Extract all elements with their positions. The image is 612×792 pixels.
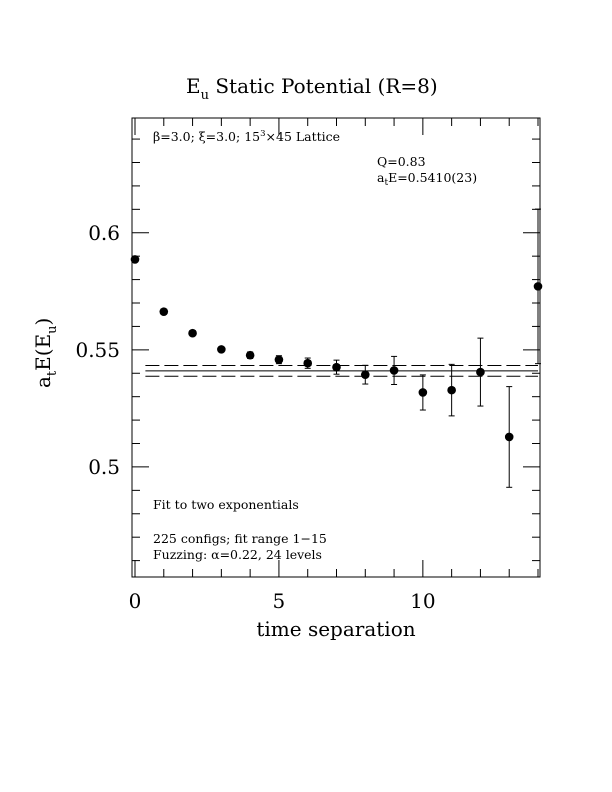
data-point — [274, 355, 284, 364]
data-point — [303, 358, 313, 368]
data-point — [389, 366, 399, 375]
data-point — [245, 350, 255, 360]
axis-tick-labels: 0 5 10 0.5 0.55 0.6 — [75, 221, 435, 613]
data-point — [188, 328, 197, 338]
data-point — [533, 282, 543, 291]
data-point — [332, 362, 341, 372]
y-tick-label: 0.6 — [88, 221, 120, 245]
x-tick-label: 10 — [410, 589, 435, 613]
q-label: Q=0.83 — [377, 154, 426, 169]
x-axis-label: time separation — [256, 617, 415, 641]
x-tick-label: 5 — [273, 589, 286, 613]
y-tick-label: 0.5 — [88, 455, 120, 479]
fuzzing-label: Fuzzing: α=0.22, 24 levels — [153, 547, 322, 562]
fit-method-label: Fit to two exponentials — [153, 497, 299, 512]
chart-title: Eu Static Potential (R=8) — [186, 74, 438, 103]
lattice-label: β=3.0; ξ=3.0; 153×45 Lattice — [153, 129, 340, 144]
y-tick-label: 0.55 — [75, 338, 120, 362]
data-point — [130, 255, 140, 264]
data-points — [130, 208, 543, 488]
data-point — [447, 385, 456, 395]
axis-ticks — [132, 118, 540, 577]
data-point — [418, 388, 428, 397]
data-point — [360, 370, 370, 379]
data-point — [217, 345, 226, 354]
fit-band — [145, 365, 538, 377]
data-point — [159, 307, 169, 316]
x-tick-label: 0 — [129, 589, 142, 613]
data-point — [504, 432, 514, 442]
fit-configs-label: 225 configs; fit range 1−15 — [153, 531, 327, 546]
fit-energy-label: atE=0.5410(23) — [377, 170, 477, 188]
y-axis-label: atE(Eu) — [31, 318, 60, 388]
data-point — [476, 367, 485, 377]
